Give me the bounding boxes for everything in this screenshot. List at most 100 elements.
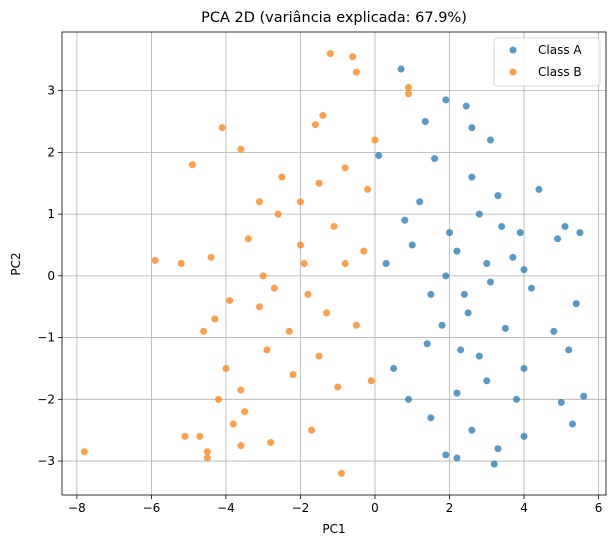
scatter-point bbox=[200, 327, 208, 335]
scatter-point bbox=[580, 392, 588, 400]
scatter-point bbox=[181, 432, 189, 440]
scatter-point bbox=[464, 309, 472, 317]
scatter-point bbox=[557, 398, 565, 406]
scatter-point bbox=[453, 389, 461, 397]
x-tick-label: −8 bbox=[68, 501, 86, 515]
scatter-point bbox=[483, 377, 491, 385]
scatter-point bbox=[352, 321, 360, 329]
scatter-point bbox=[255, 303, 263, 311]
scatter-point bbox=[390, 364, 398, 372]
scatter-point bbox=[177, 260, 185, 267]
scatter-point bbox=[274, 210, 282, 218]
scatter-point bbox=[319, 111, 327, 119]
scatter-point bbox=[270, 284, 278, 292]
scatter-point bbox=[330, 222, 338, 230]
scatter-point bbox=[490, 460, 498, 468]
y-tick-label: 0 bbox=[47, 269, 55, 283]
x-tick-label: 0 bbox=[371, 501, 379, 515]
scatter-point bbox=[565, 346, 573, 354]
x-tick-label: 4 bbox=[520, 501, 528, 515]
y-tick-label: −2 bbox=[37, 392, 55, 406]
y-tick-label: 2 bbox=[47, 145, 55, 159]
scatter-point bbox=[405, 90, 413, 98]
scatter-point bbox=[457, 346, 465, 354]
scatter-point bbox=[308, 426, 316, 434]
scatter-point bbox=[427, 414, 435, 422]
scatter-point bbox=[360, 247, 368, 255]
scatter-point bbox=[421, 118, 429, 126]
scatter-point bbox=[259, 272, 267, 280]
scatter-point bbox=[382, 260, 390, 267]
legend-label-class-b: Class B bbox=[538, 65, 582, 79]
scatter-point bbox=[237, 145, 245, 153]
scatter-point bbox=[371, 136, 379, 144]
scatter-point bbox=[453, 247, 461, 255]
scatter-point bbox=[442, 96, 450, 104]
scatter-point bbox=[237, 386, 245, 394]
scatter-point bbox=[315, 179, 323, 187]
scatter-point bbox=[300, 260, 308, 267]
scatter-point bbox=[311, 121, 319, 129]
x-tick-label: −2 bbox=[292, 501, 310, 515]
scatter-point bbox=[367, 377, 375, 385]
scatter-point bbox=[576, 229, 584, 237]
scatter-point bbox=[468, 426, 476, 434]
axis-ticks: −8 −6 −4 −2 0 2 4 6 −3 −2 −1 0 1 2 3 bbox=[37, 84, 602, 515]
scatter-point bbox=[498, 222, 506, 230]
scatter-point bbox=[401, 216, 409, 224]
scatter-point bbox=[375, 151, 383, 159]
scatter-point bbox=[427, 290, 435, 298]
x-tick-label: −6 bbox=[143, 501, 161, 515]
scatter-point bbox=[554, 235, 562, 243]
scatter-point bbox=[267, 439, 275, 447]
scatter-point bbox=[535, 185, 543, 193]
y-tick-label: 3 bbox=[47, 84, 55, 98]
chart-title: PCA 2D (variância explicada: 67.9%) bbox=[201, 10, 467, 26]
scatter-point bbox=[315, 352, 323, 360]
scatter-point bbox=[520, 266, 528, 274]
scatter-point bbox=[263, 346, 271, 354]
scatter-point bbox=[527, 284, 535, 292]
scatter-point bbox=[494, 192, 502, 200]
scatter-point bbox=[364, 185, 372, 193]
scatter-point bbox=[509, 253, 517, 261]
scatter-point bbox=[255, 198, 263, 206]
plot-frame bbox=[61, 31, 607, 496]
scatter-point bbox=[151, 256, 159, 264]
scatter-point bbox=[501, 324, 509, 332]
legend-marker-class-a bbox=[509, 46, 517, 54]
scatter-point bbox=[241, 408, 249, 416]
data-points bbox=[80, 50, 588, 477]
series-class-a bbox=[375, 65, 588, 468]
scatter-point bbox=[408, 241, 416, 249]
scatter-point bbox=[416, 198, 424, 206]
scatter-point bbox=[341, 164, 349, 172]
scatter-point bbox=[513, 395, 521, 403]
grid bbox=[62, 32, 606, 495]
scatter-point bbox=[475, 352, 483, 360]
scatter-point bbox=[486, 136, 494, 144]
scatter-point bbox=[222, 364, 230, 372]
scatter-point bbox=[323, 309, 331, 317]
legend-label-class-a: Class A bbox=[538, 43, 582, 57]
scatter-point bbox=[423, 340, 431, 348]
y-axis-label: PC2 bbox=[9, 252, 23, 275]
scatter-point bbox=[304, 290, 312, 298]
scatter-point bbox=[80, 448, 88, 456]
scatter-point bbox=[296, 198, 304, 206]
legend: Class A Class B bbox=[493, 37, 601, 87]
x-tick-label: 2 bbox=[446, 501, 454, 515]
scatter-point bbox=[352, 68, 360, 76]
scatter-point bbox=[516, 229, 524, 237]
scatter-point bbox=[196, 432, 204, 440]
scatter-point bbox=[446, 229, 454, 237]
scatter-point bbox=[341, 260, 349, 267]
scatter-point bbox=[520, 432, 528, 440]
scatter-point bbox=[550, 327, 558, 335]
scatter-point bbox=[468, 124, 476, 132]
scatter-point bbox=[475, 210, 483, 218]
scatter-point bbox=[405, 84, 413, 92]
scatter-point bbox=[442, 451, 450, 459]
scatter-point bbox=[483, 260, 491, 267]
x-tick-label: 6 bbox=[595, 501, 603, 515]
